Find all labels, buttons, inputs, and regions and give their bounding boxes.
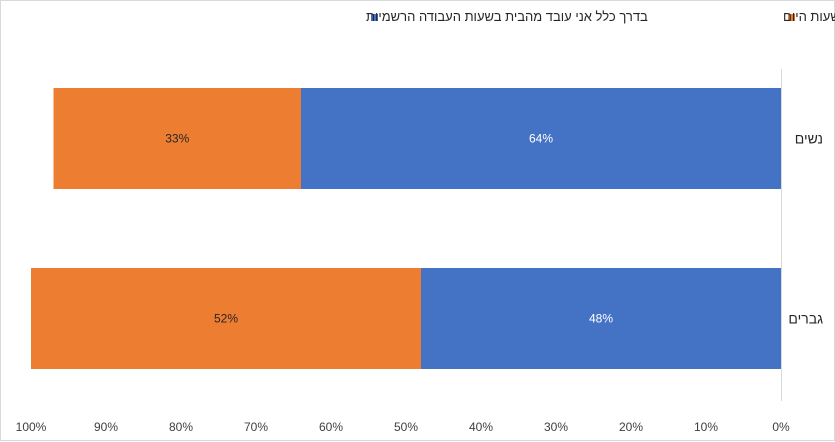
- bar-orange-1: [53, 88, 301, 189]
- data-label: 48%: [589, 312, 613, 326]
- bar-blue-1: [301, 88, 781, 189]
- legend-marker: [788, 14, 795, 21]
- bar-orange-2: [31, 268, 421, 369]
- x-tick-label: 10%: [694, 420, 718, 434]
- x-axis-ticks: 0% 10% 20% 30% 40% 50% 60% 70% 80% 90% 100%: [16, 420, 790, 434]
- x-tick-label: 70%: [244, 420, 268, 434]
- x-tick-label: 50%: [394, 420, 418, 434]
- x-tick-label: 40%: [469, 420, 493, 434]
- bar-blue-2: [421, 268, 781, 369]
- x-tick-label: 30%: [544, 420, 568, 434]
- x-tick-label: 20%: [619, 420, 643, 434]
- category-labels: נשים גברים: [788, 131, 823, 327]
- data-label: 52%: [214, 312, 238, 326]
- x-tick-label: 60%: [319, 420, 343, 434]
- x-tick-label: 100%: [16, 420, 47, 434]
- data-label: 33%: [165, 132, 189, 146]
- legend-marker: [371, 14, 378, 21]
- x-tick-label: 80%: [169, 420, 193, 434]
- legend-label: בדרך כלל אני עובד מהבית בשעות העבודה הרש…: [366, 9, 648, 24]
- data-label: 64%: [529, 132, 553, 146]
- legend-label: בדרך כלל אני מפזר את שעות העבודה מהבית ע…: [783, 9, 835, 24]
- category-label: נשים: [795, 131, 823, 147]
- x-tick-label: 90%: [94, 420, 118, 434]
- x-tick-label: 0%: [772, 420, 790, 434]
- bars-group: 64% 33% 48% 52%: [31, 88, 781, 369]
- category-label: גברים: [788, 311, 823, 327]
- legend: בדרך כלל אני עובד מהבית בשעות העבודה הרש…: [366, 9, 835, 24]
